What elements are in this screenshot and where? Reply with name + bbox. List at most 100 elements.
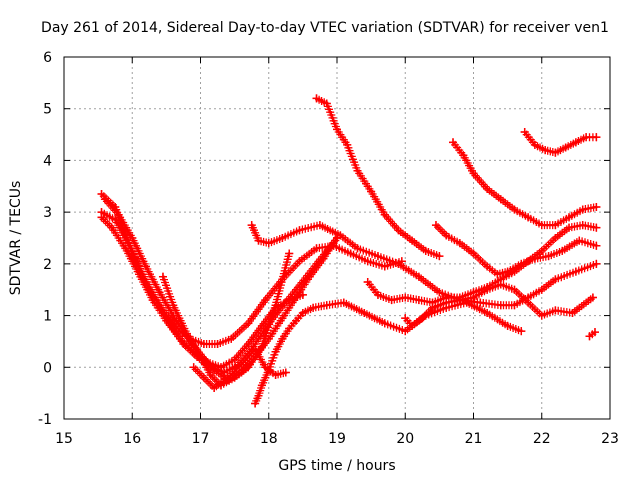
data-point bbox=[537, 311, 546, 320]
data-point bbox=[530, 140, 539, 149]
data-point bbox=[315, 221, 324, 230]
data-point bbox=[503, 267, 512, 276]
data-point bbox=[568, 308, 577, 317]
data-point bbox=[333, 125, 341, 134]
data-point bbox=[592, 133, 601, 142]
data-point bbox=[312, 94, 321, 103]
data-point bbox=[196, 352, 205, 361]
y-tick-label: 6 bbox=[43, 50, 52, 66]
series-markers bbox=[97, 208, 341, 377]
data-point bbox=[510, 301, 519, 310]
y-axis-label: SDTVAR / TECUs bbox=[8, 181, 24, 296]
data-point bbox=[537, 246, 546, 255]
data-point bbox=[346, 249, 355, 258]
data-point bbox=[295, 257, 304, 266]
data-point bbox=[155, 288, 164, 297]
data-point bbox=[285, 249, 294, 258]
series-arc-5 bbox=[158, 249, 294, 390]
x-tick-label: 18 bbox=[260, 431, 278, 447]
series-arc-14 bbox=[520, 127, 601, 157]
data-point bbox=[278, 334, 287, 343]
data-point bbox=[476, 298, 485, 307]
data-point bbox=[251, 345, 260, 354]
series-markers bbox=[520, 128, 601, 157]
data-point bbox=[363, 257, 372, 266]
y-tick-label: 3 bbox=[43, 205, 52, 221]
data-point bbox=[503, 321, 512, 330]
x-tick-label: 21 bbox=[465, 431, 483, 447]
data-point bbox=[459, 151, 468, 160]
y-tick-label: 0 bbox=[43, 360, 52, 376]
data-point bbox=[408, 321, 417, 330]
data-point bbox=[281, 368, 290, 377]
data-point bbox=[264, 365, 273, 374]
series-arc-15 bbox=[585, 328, 599, 341]
y-tick-label: 5 bbox=[43, 102, 52, 118]
data-point bbox=[387, 296, 396, 305]
data-point bbox=[254, 236, 263, 245]
data-point bbox=[431, 221, 440, 230]
data-point bbox=[537, 221, 546, 230]
data-point bbox=[380, 262, 389, 271]
data-point bbox=[292, 316, 301, 325]
data-point bbox=[428, 303, 437, 312]
data-point bbox=[592, 241, 601, 250]
data-point bbox=[524, 298, 533, 307]
data-point bbox=[578, 205, 587, 214]
data-point bbox=[305, 272, 314, 281]
data-point bbox=[182, 329, 191, 338]
data-point bbox=[285, 324, 294, 333]
data-point bbox=[401, 314, 410, 323]
data-point bbox=[582, 133, 591, 142]
data-point bbox=[339, 298, 348, 307]
data-point bbox=[565, 223, 574, 232]
data-point bbox=[401, 293, 410, 302]
data-point bbox=[251, 399, 260, 408]
data-point bbox=[544, 252, 553, 261]
data-point bbox=[169, 301, 178, 310]
data-point bbox=[158, 272, 167, 281]
data-point bbox=[517, 327, 526, 336]
data-point bbox=[469, 249, 478, 258]
data-point bbox=[373, 290, 382, 299]
data-point bbox=[141, 262, 150, 271]
data-point bbox=[254, 391, 263, 400]
data-point bbox=[588, 293, 597, 302]
data-point bbox=[394, 226, 403, 235]
data-point bbox=[363, 277, 372, 286]
x-tick-label: 23 bbox=[601, 431, 619, 447]
data-point bbox=[257, 342, 266, 351]
series-markers bbox=[159, 249, 294, 390]
data-point bbox=[414, 272, 423, 281]
series-markers bbox=[251, 298, 526, 408]
data-point bbox=[551, 306, 560, 315]
data-point bbox=[230, 355, 239, 364]
data-point bbox=[247, 221, 256, 230]
data-point bbox=[165, 319, 174, 328]
data-point bbox=[312, 244, 321, 253]
data-point bbox=[244, 363, 253, 372]
data-point bbox=[414, 296, 423, 305]
y-tick-label: 1 bbox=[43, 309, 52, 325]
data-point bbox=[353, 244, 362, 253]
data-point bbox=[322, 99, 331, 108]
data-point bbox=[213, 340, 222, 349]
data-point bbox=[551, 275, 560, 284]
data-point bbox=[496, 280, 505, 289]
y-tick-label: 2 bbox=[43, 257, 52, 273]
x-tick-label: 16 bbox=[123, 431, 141, 447]
data-point bbox=[469, 293, 478, 302]
data-point bbox=[138, 270, 147, 279]
series-arc-7 bbox=[251, 298, 526, 408]
series-arc-4 bbox=[100, 195, 341, 385]
data-point bbox=[97, 208, 106, 217]
data-point bbox=[380, 319, 389, 328]
data-point bbox=[309, 303, 318, 312]
data-point bbox=[206, 371, 215, 380]
data-point bbox=[493, 270, 502, 279]
data-point bbox=[551, 221, 560, 230]
data-point bbox=[278, 314, 287, 323]
data-point bbox=[442, 298, 451, 307]
data-point bbox=[496, 195, 505, 204]
data-point bbox=[551, 148, 560, 157]
